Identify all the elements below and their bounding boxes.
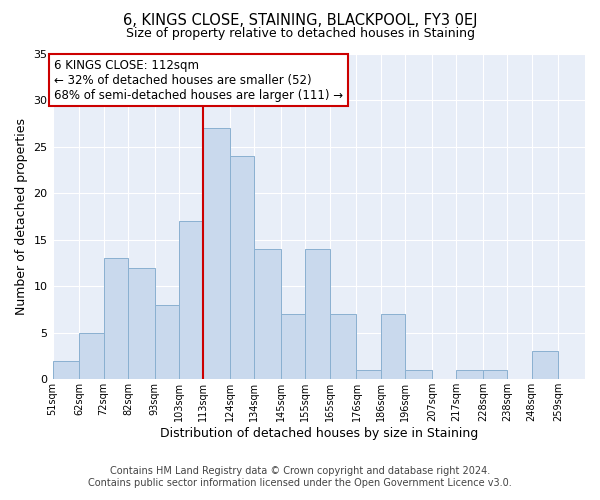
Bar [281,314,305,380]
Bar [79,333,104,380]
Bar [230,156,254,380]
Bar [456,370,483,380]
Text: Size of property relative to detached houses in Staining: Size of property relative to detached ho… [125,28,475,40]
Bar [104,258,128,380]
Bar [356,370,381,380]
Bar [381,314,405,380]
Bar [179,222,203,380]
Bar [53,360,79,380]
Bar [203,128,230,380]
Text: 6, KINGS CLOSE, STAINING, BLACKPOOL, FY3 0EJ: 6, KINGS CLOSE, STAINING, BLACKPOOL, FY3… [123,12,477,28]
Bar [330,314,356,380]
Bar [483,370,507,380]
Bar [128,268,155,380]
Y-axis label: Number of detached properties: Number of detached properties [15,118,28,315]
Text: Contains HM Land Registry data © Crown copyright and database right 2024.
Contai: Contains HM Land Registry data © Crown c… [88,466,512,487]
Text: 6 KINGS CLOSE: 112sqm
← 32% of detached houses are smaller (52)
68% of semi-deta: 6 KINGS CLOSE: 112sqm ← 32% of detached … [54,58,343,102]
Bar [532,352,558,380]
Bar [305,249,330,380]
Bar [405,370,432,380]
Bar [155,305,179,380]
X-axis label: Distribution of detached houses by size in Staining: Distribution of detached houses by size … [160,427,478,440]
Bar [254,249,281,380]
